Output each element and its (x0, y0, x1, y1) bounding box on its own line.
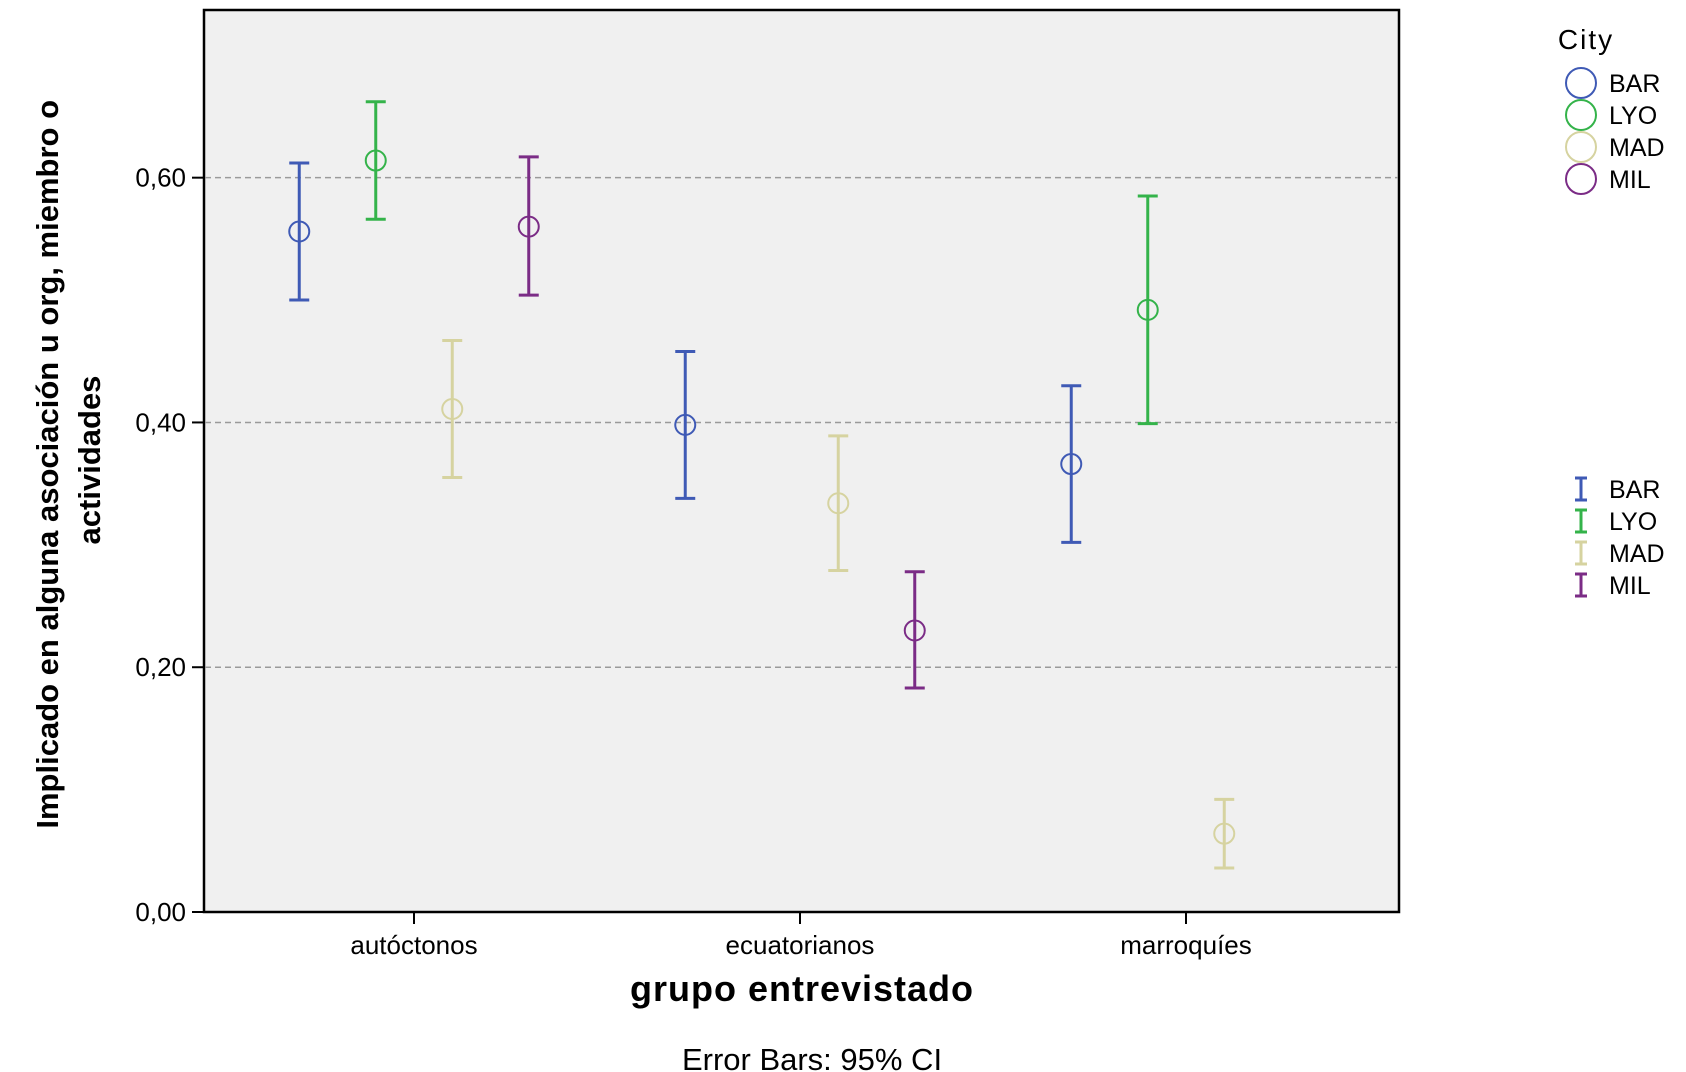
legend-title: City (1558, 24, 1614, 55)
plot-area (202, 8, 1401, 914)
mean-marker (1136, 298, 1159, 321)
legend-marker-circle (1565, 67, 1597, 99)
y-tick-label: 0,60 (135, 163, 186, 193)
legend: BAR LYO MAD MIL BAR LYO MAD MIL (1565, 67, 1665, 600)
legend-marker-circle (1565, 99, 1597, 131)
y-tick-label: 0,20 (135, 652, 186, 682)
x-tick-label: ecuatorianos (726, 930, 875, 960)
x-tick-label: marroquíes (1120, 930, 1252, 960)
mean-marker (674, 413, 697, 436)
y-tick-label: 0,00 (135, 897, 186, 927)
mean-marker (441, 397, 464, 420)
data-marks (288, 100, 1236, 870)
legend-label: MAD (1609, 540, 1665, 568)
mean-marker (903, 619, 926, 642)
x-axis-label: grupo entrevistado (630, 968, 974, 1009)
legend-marker-circle (1565, 163, 1597, 195)
legend-label: MAD (1609, 134, 1665, 162)
y-tick-label: 0,40 (135, 407, 186, 437)
error-bar-mil (517, 155, 540, 297)
y-axis-label-line-2: actividades (72, 376, 107, 545)
legend-marker-circle (1565, 131, 1597, 163)
error-bar-bar (674, 349, 697, 500)
mean-marker (288, 220, 311, 243)
mean-marker (1213, 822, 1236, 845)
mean-marker (827, 492, 850, 515)
x-axis: autóctonos ecuatorianos marroquíes (350, 912, 1252, 960)
mean-marker (364, 149, 387, 172)
mean-marker (517, 215, 540, 238)
legend-label: LYO (1609, 102, 1657, 130)
error-bar-mad (1213, 797, 1236, 870)
legend-label: MIL (1609, 166, 1651, 194)
error-bar-lyo (1136, 194, 1159, 426)
y-axis: 0,00 0,20 0,40 0,60 (135, 163, 204, 927)
error-bar-bar (1060, 384, 1083, 544)
error-bar-bar (288, 161, 311, 302)
legend-label: BAR (1609, 70, 1660, 98)
legend-label: MIL (1609, 572, 1651, 600)
y-axis-label: Implicado en alguna asociación u org, mi… (30, 91, 107, 828)
footnote: Error Bars: 95% CI (682, 1042, 942, 1072)
mean-marker (1060, 453, 1083, 476)
error-bar-mad (441, 338, 464, 480)
gridlines (205, 176, 1398, 668)
error-bar-lyo (364, 100, 387, 221)
legend-label: BAR (1609, 476, 1660, 504)
x-tick-label: autóctonos (350, 930, 477, 960)
error-bar-mil (903, 570, 926, 690)
legend-label: LYO (1609, 508, 1657, 536)
error-bar-mad (827, 434, 850, 573)
y-axis-label-line-1: Implicado en alguna asociación u org, mi… (30, 100, 65, 829)
